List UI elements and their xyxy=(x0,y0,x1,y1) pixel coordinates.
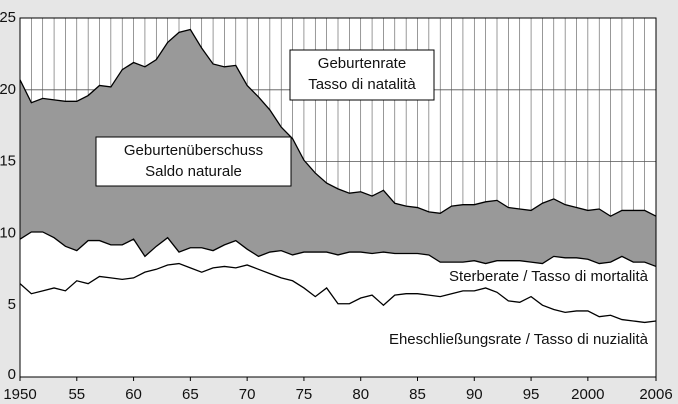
series-line xyxy=(19,231,657,268)
x-tick-label: 75 xyxy=(296,386,313,403)
x-tick-label: 1950 xyxy=(3,386,36,403)
series-label: Eheschließungsrate / Tasso di nuzialità xyxy=(389,331,649,348)
x-tick-label: 60 xyxy=(125,386,142,403)
x-tick-label: 2000 xyxy=(571,386,604,403)
x-tick-label: 80 xyxy=(352,386,369,403)
x-tick-label: 95 xyxy=(523,386,540,403)
series-line xyxy=(19,262,657,324)
y-tick-label: 15 xyxy=(0,153,16,170)
x-tick-label: 70 xyxy=(239,386,256,403)
x-tick-label: 90 xyxy=(466,386,483,403)
series-label: Sterberate / Tasso di mortalità xyxy=(449,268,649,285)
plot-frame xyxy=(19,17,657,378)
y-tick-label: 5 xyxy=(8,296,16,313)
y-tick-label: 25 xyxy=(0,9,16,26)
annotation-text: Geburtenrate xyxy=(318,55,406,72)
x-tick-label: 55 xyxy=(68,386,85,403)
y-tick-label: 20 xyxy=(0,81,16,98)
annotation-text: Tasso di natalità xyxy=(308,76,416,93)
x-tick-label: 2006 xyxy=(639,386,672,403)
x-tick-label: 65 xyxy=(182,386,199,403)
series-line xyxy=(19,28,657,217)
surplus-area xyxy=(20,29,656,267)
lower-area xyxy=(20,231,656,377)
annotation-box xyxy=(289,49,435,101)
y-tick-label: 10 xyxy=(0,224,16,241)
y-tick-label: 0 xyxy=(8,366,16,383)
x-tick-label: 85 xyxy=(409,386,426,403)
annotation-text: Geburtenüberschuss xyxy=(124,142,263,159)
annotation-box xyxy=(95,136,292,187)
annotation-text: Saldo naturale xyxy=(145,163,242,180)
